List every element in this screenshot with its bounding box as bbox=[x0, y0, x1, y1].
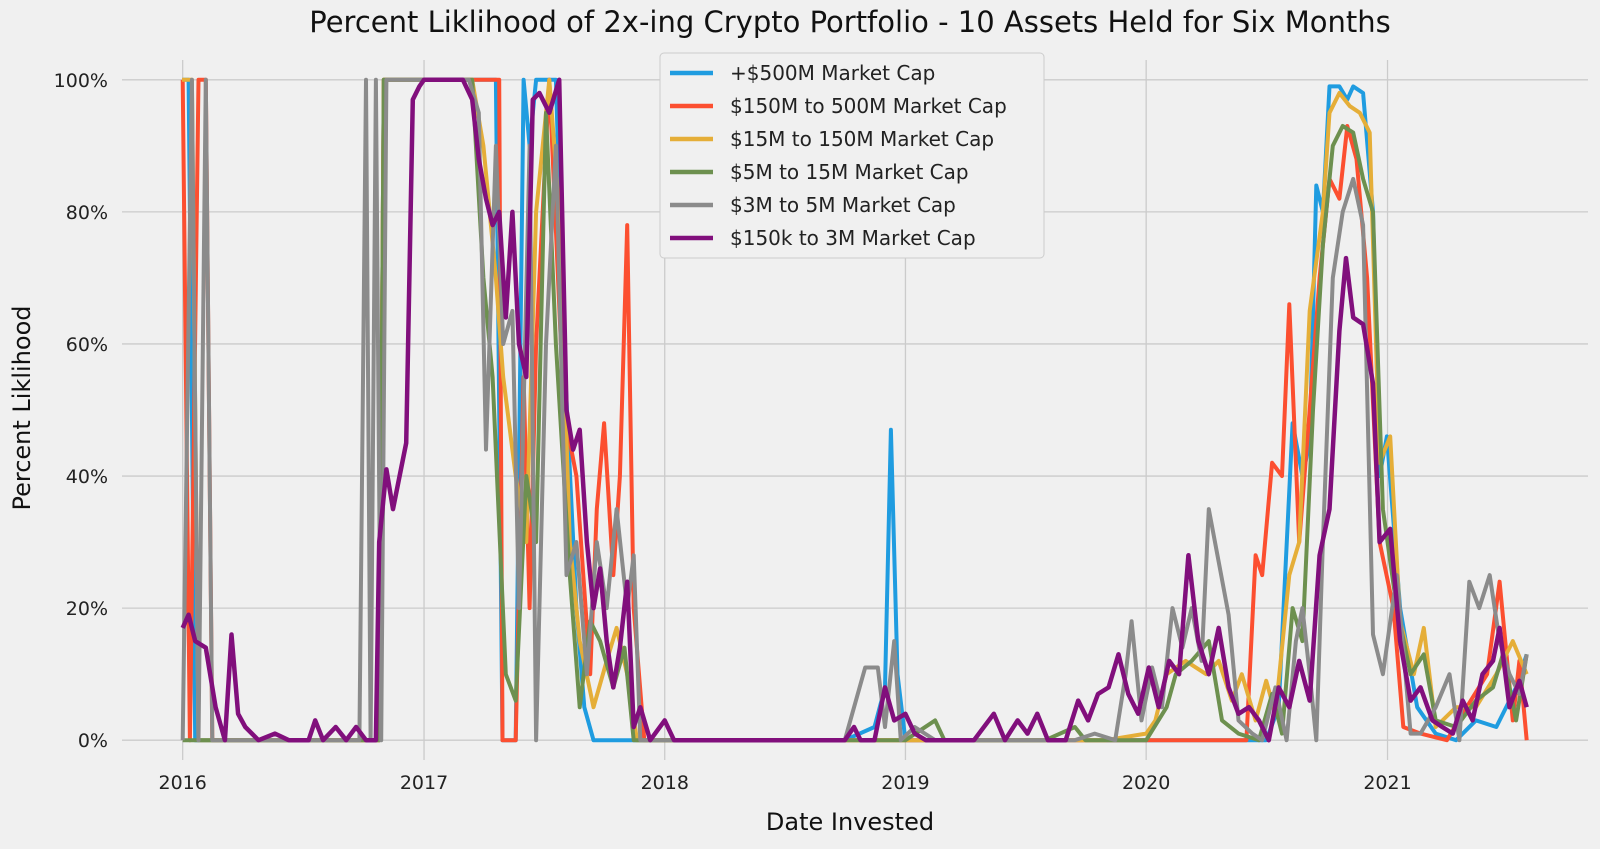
x-tick-label: 2021 bbox=[1363, 772, 1411, 794]
y-tick-label: 20% bbox=[66, 598, 108, 620]
series-line bbox=[180, 77, 1529, 743]
x-tick-label: 2020 bbox=[1122, 772, 1170, 794]
series-line bbox=[182, 77, 1529, 743]
x-tick-label: 2018 bbox=[641, 772, 689, 794]
legend-entry-label: $5M to 15M Market Cap bbox=[730, 160, 969, 184]
series-line bbox=[180, 77, 1529, 743]
x-tick-label: 2019 bbox=[881, 772, 929, 794]
series-lines bbox=[180, 77, 1529, 743]
y-tick-label: 80% bbox=[66, 202, 108, 224]
legend-entry-label: $3M to 5M Market Cap bbox=[730, 193, 956, 217]
y-tick-label: 40% bbox=[66, 466, 108, 488]
x-tick-label: 2016 bbox=[158, 772, 206, 794]
legend: +$500M Market Cap $150M to 500M Market Ca… bbox=[659, 52, 1045, 259]
legend-entry-label: $15M to 150M Market Cap bbox=[730, 127, 994, 151]
legend-box bbox=[659, 52, 1045, 259]
y-tick-label: 100% bbox=[54, 70, 108, 92]
legend-entry-label: $150k to 3M Market Cap bbox=[730, 226, 976, 250]
x-axis-ticks: 2016 2017 2018 2019 2020 2021 bbox=[158, 772, 1411, 794]
y-tick-label: 0% bbox=[78, 730, 108, 752]
y-axis-label: Percent Liklihood bbox=[8, 305, 36, 510]
y-tick-label: 60% bbox=[66, 334, 108, 356]
chart-title: Percent Liklihood of 2x-ing Crypto Portf… bbox=[309, 5, 1391, 39]
x-tick-label: 2017 bbox=[400, 772, 448, 794]
x-axis-label: Date Invested bbox=[766, 808, 934, 836]
legend-entry-label: $150M to 500M Market Cap bbox=[730, 94, 1007, 118]
legend-entry-label: +$500M Market Cap bbox=[730, 61, 935, 85]
y-axis-ticks: 0% 20% 40% 60% 80% 100% bbox=[54, 70, 108, 752]
